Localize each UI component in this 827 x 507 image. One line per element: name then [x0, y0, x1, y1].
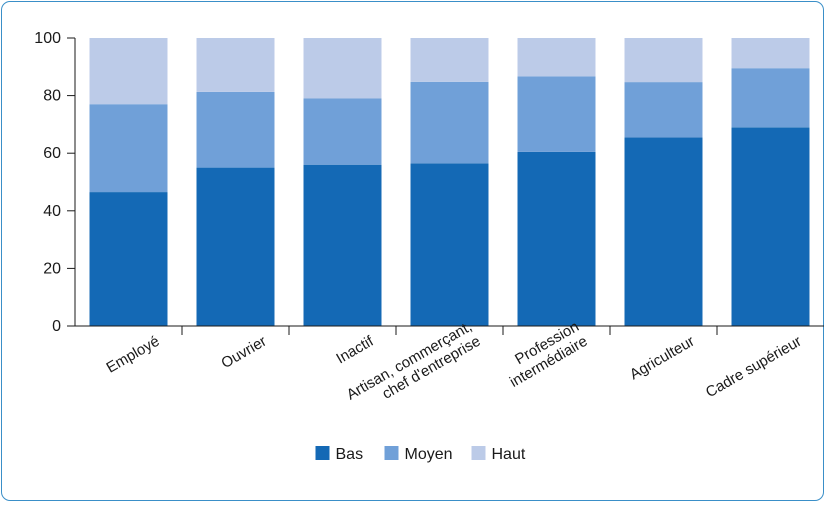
- x-category-label-4: Professionintermédiaire: [498, 318, 590, 391]
- bar-moyen-0: [89, 104, 168, 192]
- legend-swatch-bas: [315, 446, 330, 460]
- bar-haut-0: [89, 38, 168, 105]
- y-tick-label-80: 80: [43, 88, 61, 105]
- x-category-label-2: Inactif: [333, 332, 377, 367]
- legend-swatch-moyen: [384, 446, 399, 460]
- y-tick-label-40: 40: [43, 203, 61, 220]
- bar-haut-5: [624, 38, 703, 83]
- legend-swatch-haut: [471, 446, 486, 460]
- y-tick-label-100: 100: [34, 30, 61, 47]
- x-category-label-5: Agriculteur: [627, 333, 698, 384]
- bar-bas-0: [89, 192, 168, 326]
- bar-bas-6: [731, 127, 810, 326]
- legend-label-bas: Bas: [336, 446, 364, 463]
- bar-moyen-2: [303, 98, 382, 165]
- legend: Bas Moyen Haut: [315, 446, 526, 463]
- bar-moyen-3: [410, 81, 489, 164]
- x-category-label-6: Cadre supérieur: [703, 333, 805, 402]
- x-category-label-0: Employé: [103, 333, 162, 377]
- bar-moyen-6: [731, 68, 810, 128]
- bar-moyen-4: [517, 76, 596, 152]
- y-tick-label-0: 0: [52, 318, 61, 335]
- bar-haut-4: [517, 38, 596, 77]
- x-category-label-1: Ouvrier: [218, 333, 269, 372]
- bars-layer: [89, 38, 810, 326]
- axes-layer: [67, 38, 824, 327]
- bar-moyen-5: [624, 82, 703, 138]
- bar-haut-2: [303, 38, 382, 99]
- y-tick-labels: 0 20 40 60 80 100: [34, 30, 718, 335]
- legend-label-moyen: Moyen: [405, 446, 453, 463]
- bar-haut-6: [731, 38, 810, 69]
- bar-haut-1: [196, 38, 275, 92]
- bar-bas-4: [517, 151, 596, 326]
- bar-bas-1: [196, 167, 275, 326]
- bar-bas-3: [410, 163, 489, 326]
- bar-bas-2: [303, 164, 382, 326]
- legend-label-haut: Haut: [492, 446, 526, 463]
- bar-moyen-1: [196, 91, 275, 168]
- y-tick-label-60: 60: [43, 145, 61, 162]
- bar-haut-3: [410, 38, 489, 82]
- x-category-label-3: Artisan, commerçant,chef d'entreprise: [344, 318, 484, 418]
- y-tick-label-20: 20: [43, 260, 61, 277]
- bar-bas-5: [624, 137, 703, 326]
